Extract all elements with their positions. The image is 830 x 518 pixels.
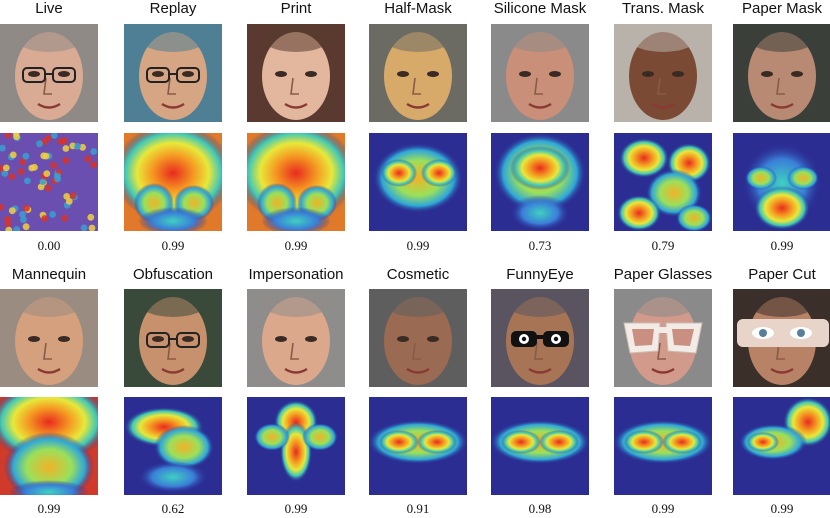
heatmap-image (124, 397, 222, 495)
score-value: 0.99 (37, 501, 61, 516)
score-value: 0.99 (284, 238, 308, 253)
face-image (247, 24, 345, 122)
heatmap-image (0, 133, 98, 231)
category-label: Paper Cut (748, 266, 816, 283)
category-label: FunnyEye (506, 266, 574, 283)
category-label: Mannequin (11, 266, 87, 283)
face-image (369, 289, 467, 387)
heatmap-image (733, 133, 830, 231)
heatmap-image (247, 133, 345, 231)
heatmap-image (369, 397, 467, 495)
face-image (491, 289, 589, 387)
category-label: Replay (149, 0, 197, 17)
score-value: 0.99 (406, 238, 430, 253)
score-value: 0.62 (161, 501, 185, 516)
face-image (733, 289, 830, 387)
heatmap-image (369, 133, 467, 231)
face-image (124, 24, 222, 122)
heatmap-image (733, 397, 830, 495)
category-label: Print (280, 0, 312, 17)
heatmap-image (614, 133, 712, 231)
face-image (369, 24, 467, 122)
face-image (0, 24, 98, 122)
category-label: Obfuscation (132, 266, 214, 283)
category-label: Paper Glasses (613, 266, 713, 283)
score-value: 0.99 (770, 501, 794, 516)
face-image (614, 289, 712, 387)
score-value: 0.99 (161, 238, 185, 253)
score-value: 0.98 (528, 501, 552, 516)
score-value: 0.99 (770, 238, 794, 253)
heatmap-image (124, 133, 222, 231)
heatmap-image (247, 397, 345, 495)
category-label: Paper Mask (741, 0, 823, 17)
face-image (733, 24, 830, 122)
score-value: 0.00 (37, 238, 61, 253)
face-image (247, 289, 345, 387)
category-label: Half-Mask (384, 0, 452, 17)
heatmap-image (491, 133, 589, 231)
heatmap-image (491, 397, 589, 495)
score-value: 0.99 (651, 501, 675, 516)
face-image (491, 24, 589, 122)
category-label: Live (35, 0, 63, 17)
heatmap-image (0, 397, 98, 495)
score-value: 0.91 (406, 501, 430, 516)
category-label: Trans. Mask (622, 0, 704, 17)
category-label: Impersonation (248, 266, 344, 283)
category-label: Silicone Mask (493, 0, 587, 17)
score-value: 0.73 (528, 238, 552, 253)
heatmap-image (614, 397, 712, 495)
face-image (0, 289, 98, 387)
face-image (124, 289, 222, 387)
category-label: Cosmetic (386, 266, 450, 283)
face-image (614, 24, 712, 122)
score-value: 0.99 (284, 501, 308, 516)
score-value: 0.79 (651, 238, 675, 253)
